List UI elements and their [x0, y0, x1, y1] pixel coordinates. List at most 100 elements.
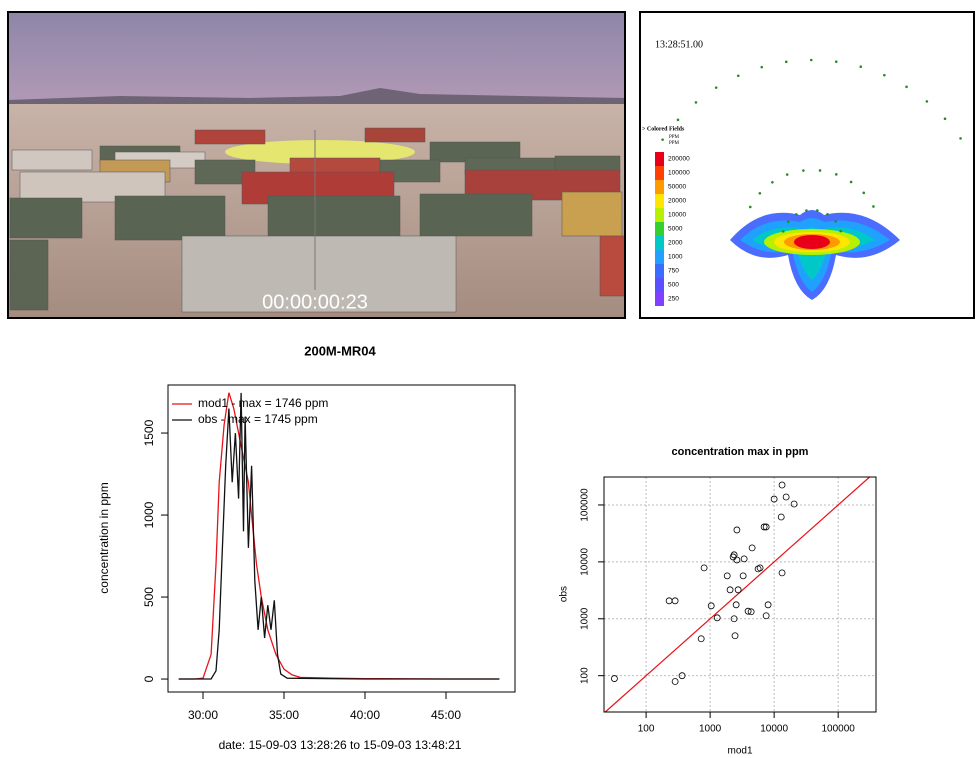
level-label: 2000: [668, 240, 683, 247]
chart-title: concentration max in ppm: [672, 446, 809, 458]
color-swatch: [655, 180, 664, 194]
y-tick-label: 1000: [142, 501, 156, 528]
legend-label: obs - max = 1745 ppm: [198, 412, 318, 426]
point: [783, 494, 789, 500]
x-tick-label: 45:00: [431, 708, 461, 722]
color-swatch: [655, 222, 664, 236]
color-swatch: [655, 250, 664, 264]
receptor: [835, 173, 838, 176]
point: [708, 603, 714, 609]
level-label: 200000: [668, 156, 690, 163]
point: [749, 545, 755, 551]
point: [714, 615, 720, 621]
point: [741, 556, 747, 562]
y-tick-label: 10000: [580, 548, 591, 576]
point: [765, 602, 771, 608]
receptor: [850, 181, 853, 184]
receptor: [944, 117, 947, 120]
chart-title: 200M-MR04: [304, 343, 376, 358]
y-axis-label: concentration in ppm: [97, 482, 111, 593]
receptor: [959, 137, 962, 140]
receptor: [819, 169, 822, 172]
y-axis-label: obs: [559, 586, 570, 602]
legend-label: mod1 - max = 1746 ppm: [198, 396, 328, 410]
x-tick-label: 30:00: [188, 708, 218, 722]
level-label: 100000: [668, 170, 690, 177]
x-tick-label: 100: [638, 724, 655, 735]
x-tick-label: 100000: [821, 724, 855, 735]
data-line: [179, 393, 500, 679]
receptor: [677, 119, 680, 122]
point: [779, 482, 785, 488]
point: [724, 573, 730, 579]
color-swatch: [655, 264, 664, 278]
receptor: [872, 205, 875, 208]
sim-time: 13:28:51.00: [655, 39, 703, 50]
figure: 00:00:00:23 13:28:51.00 > Colored Fields…: [0, 0, 976, 758]
x-tick-label: 10000: [760, 724, 788, 735]
color-swatch: [655, 166, 664, 180]
point: [672, 598, 678, 604]
x-axis-label: date: 15-09-03 13:28:26 to 15-09-03 13:4…: [219, 738, 462, 752]
point: [734, 527, 740, 533]
level-label: 5000: [668, 226, 683, 233]
color-swatch: [655, 278, 664, 292]
point: [733, 602, 739, 608]
x-tick-label: 1000: [699, 724, 722, 735]
point: [740, 573, 746, 579]
point: [755, 566, 761, 572]
receptor: [816, 209, 819, 212]
color-swatch: [655, 194, 664, 208]
color-swatch: [655, 152, 664, 166]
receptor: [786, 173, 789, 176]
point: [778, 514, 784, 520]
point: [791, 501, 797, 507]
level-label: 750: [668, 268, 679, 275]
receptor: [834, 220, 837, 223]
point: [732, 633, 738, 639]
simulation-panel: 13:28:51.00 > Colored Fields PPM PPM 200…: [640, 12, 974, 318]
receptor: [826, 213, 829, 216]
level-label: 250: [668, 296, 679, 303]
receptor: [805, 209, 808, 212]
sim-unit: PPM: [669, 141, 680, 146]
receptor: [905, 86, 908, 89]
receptor: [787, 220, 790, 223]
sim-legend-title: > Colored Fields: [642, 126, 685, 132]
color-swatch: [655, 236, 664, 250]
point: [611, 676, 617, 682]
y-tick-label: 100000: [580, 488, 591, 522]
receptor: [715, 86, 718, 89]
point: [672, 679, 678, 685]
receptor: [737, 74, 740, 77]
receptor: [926, 100, 929, 103]
point: [666, 598, 672, 604]
point: [731, 552, 737, 558]
point: [727, 587, 733, 593]
receptor: [661, 138, 664, 141]
plot-frame: [168, 385, 515, 692]
y-tick-label: 100: [580, 667, 591, 684]
level-label: 20000: [668, 198, 686, 205]
point: [701, 565, 707, 571]
receptor: [785, 61, 788, 64]
x-tick-label: 40:00: [350, 708, 380, 722]
receptor: [749, 206, 752, 209]
receptor: [810, 59, 813, 62]
receptor: [760, 66, 763, 69]
y-tick-label: 0: [142, 675, 156, 682]
x-tick-label: 35:00: [269, 708, 299, 722]
receptor: [795, 213, 798, 216]
receptor: [839, 230, 842, 233]
x-axis-label: mod1: [727, 746, 752, 757]
receptor: [695, 101, 698, 104]
receptor: [802, 169, 805, 172]
receptor: [859, 65, 862, 68]
level-label: 1000: [668, 254, 683, 261]
receptor: [759, 192, 762, 195]
level-label: 50000: [668, 184, 686, 191]
color-swatch: [655, 208, 664, 222]
y-tick-label: 1000: [580, 607, 591, 630]
color-swatch: [655, 292, 664, 306]
sim-unit: PPM: [669, 135, 680, 140]
